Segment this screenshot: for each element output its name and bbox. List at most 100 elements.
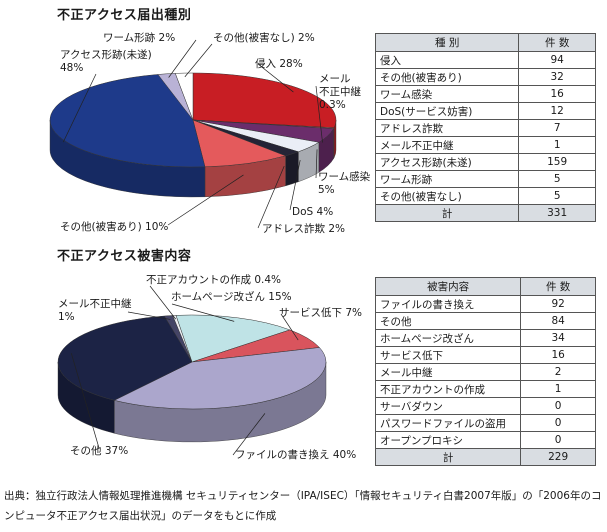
row-label: オープンプロキシ [374, 431, 522, 449]
slice-label: ワーム感染 5% [318, 170, 371, 196]
row-count: 84 [520, 312, 596, 330]
row-label: メール中継 [374, 363, 522, 381]
slice-label: 侵入 28% [255, 58, 303, 70]
row-label: 侵入 [374, 51, 520, 69]
slice-label: その他(被害なし) 2% [213, 31, 315, 44]
table-total-row: 計 229 [374, 448, 596, 466]
row-label: サービス低下 [374, 346, 522, 364]
chart2-pie: ホームページ改ざん 15% サービス低下 7% ファイルの書き換え 40% その他 3… [57, 274, 362, 461]
chart2-title: 不正アクセス被害内容 [57, 249, 192, 264]
row-label: DoS(サービス妨害) [374, 102, 520, 120]
pie-slice-その他(被害なし) [174, 72, 194, 121]
table-row: ファイルの書き換え 92 [374, 295, 596, 313]
table-header: 件 数 [518, 33, 596, 52]
leader-line [232, 413, 266, 456]
slice-label: メール不正中継 1% [58, 297, 132, 323]
total-count: 229 [520, 448, 596, 466]
pie-slice-その他(被害あり) [192, 119, 287, 168]
row-count: 0 [520, 397, 596, 415]
slice-label: ホームページ改ざん 15% [171, 290, 292, 303]
table-header: 種 別 [374, 33, 520, 52]
row-count: 92 [520, 295, 596, 313]
pie-slice-ファイルの書き換え [113, 347, 327, 410]
table-row: ワーム感染 16 [374, 85, 596, 103]
row-count: 1 [520, 380, 596, 398]
leader-line [168, 39, 197, 78]
row-count: 12 [518, 102, 596, 120]
pie-slice-アクセス形跡(未遂) [49, 74, 206, 168]
row-count: 16 [518, 85, 596, 103]
leader-line [149, 285, 176, 320]
table-row: サーバダウン 0 [374, 397, 596, 415]
table-header: 件 数 [520, 277, 596, 296]
table-row: ワーム形跡 5 [374, 170, 596, 188]
slice-label: ワーム形跡 2% [103, 31, 175, 44]
slice-label: サービス低下 7% [279, 306, 362, 319]
table-row: アドレス詐欺 7 [374, 119, 596, 137]
table-row: ホームページ改ざん 34 [374, 329, 596, 347]
pie-slice-その他 [57, 315, 193, 401]
table-row: メール不正中継 1 [374, 136, 596, 154]
total-count: 331 [518, 204, 596, 222]
row-count: 16 [520, 346, 596, 364]
chart1-title: 不正アクセス届出種別 [57, 8, 192, 23]
total-label: 計 [374, 204, 520, 222]
leader-line [257, 166, 285, 229]
row-count: 32 [518, 68, 596, 86]
row-label: 不正アカウントの作成 [374, 380, 522, 398]
table-row: アクセス形跡(未遂) 159 [374, 153, 596, 171]
slice-label: その他 37% [70, 444, 128, 457]
row-count: 2 [520, 363, 596, 381]
row-label: メール不正中継 [374, 136, 520, 154]
row-count: 5 [518, 187, 596, 205]
row-count: 34 [520, 329, 596, 347]
leader-line [62, 73, 97, 143]
table-row: その他 84 [374, 312, 596, 330]
slice-label: その他(被害あり) 10% [60, 220, 168, 233]
row-count: 1 [518, 136, 596, 154]
leader-line [127, 311, 171, 320]
row-label: サーバダウン [374, 397, 522, 415]
leader-line [171, 303, 235, 322]
row-count: 94 [518, 51, 596, 69]
row-label: ファイルの書き換え [374, 295, 522, 313]
row-count: 7 [518, 119, 596, 137]
pie-side-1-4 [285, 151, 299, 187]
row-label: アドレス詐欺 [374, 119, 520, 137]
total-label: 計 [374, 448, 522, 466]
slice-label: ファイルの書き換え 40% [235, 448, 356, 461]
table-total-row: 計 331 [374, 204, 596, 222]
slice-label: アクセス形跡(未遂) 48% [60, 48, 152, 74]
table-row: メール中継 2 [374, 363, 596, 381]
table-row: サービス低下 16 [374, 346, 596, 364]
row-label: その他(被害なし) [374, 187, 520, 205]
row-count: 0 [520, 414, 596, 432]
table-row: オープンプロキシ 0 [374, 431, 596, 449]
pie-slice-侵入 [192, 72, 337, 129]
leader-line [289, 160, 301, 211]
row-label: ホームページ改ざん [374, 329, 522, 347]
leader-line [184, 43, 213, 78]
leader-line [70, 353, 100, 449]
table-row: DoS(サービス妨害) 12 [374, 102, 596, 120]
pie-slice-ホームページ改ざん [175, 314, 291, 363]
source-note: 出典：独立行政法人情報処理推進機構 セキュリティセンター（IPA/ISEC）「情… [4, 490, 602, 522]
table-row: その他(被害あり) 32 [374, 68, 596, 86]
leader-line [315, 149, 318, 179]
chart2-table: 被害内容 件 数 ファイルの書き換え 92 その他 84 ホームページ改ざん 34 サービス… [374, 277, 596, 466]
row-label: その他(被害あり) [374, 68, 520, 86]
row-label: ワーム感染 [374, 85, 520, 103]
slice-label: 不正アカウントの作成 0.4% [146, 274, 281, 286]
row-label: その他 [374, 312, 522, 330]
row-label: アクセス形跡(未遂) [374, 153, 520, 171]
row-label: パスワードファイルの盗用 [374, 414, 522, 432]
leader-line [167, 174, 244, 226]
row-count: 5 [518, 170, 596, 188]
table-row: その他(被害なし) 5 [374, 187, 596, 205]
row-label: ワーム形跡 [374, 170, 520, 188]
table-header: 被害内容 [374, 277, 522, 296]
row-count: 0 [520, 431, 596, 449]
chart1-pie: 侵入 28% メール不正中継 0.3% ワーム感染 5% DoS 4% アドレス詐欺 2% そ… [49, 31, 371, 235]
slice-label: アドレス詐欺 2% [262, 222, 345, 235]
leader-line [280, 313, 299, 341]
